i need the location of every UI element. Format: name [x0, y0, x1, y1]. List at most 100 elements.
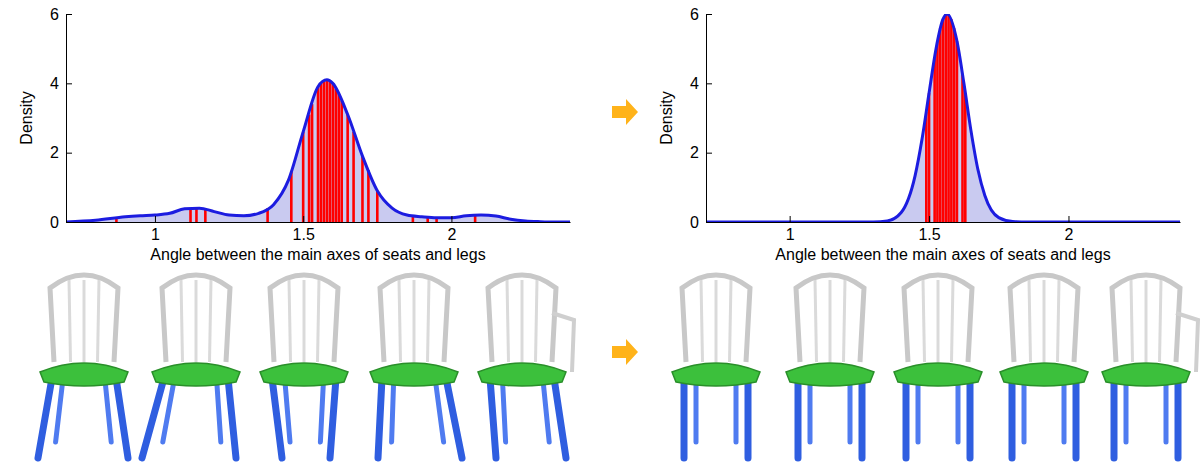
axis-line: [707, 222, 1181, 223]
chair-spindle: [98, 280, 100, 362]
tick-label: 4: [690, 75, 699, 92]
sample-line: [956, 41, 959, 222]
tick-label: 0: [50, 214, 59, 231]
chair-spindle: [937, 280, 940, 362]
chair-leg: [1111, 378, 1118, 458]
chair: [672, 275, 760, 458]
x-axis: 11.52: [707, 216, 1181, 243]
chair: [1000, 275, 1088, 458]
chair-leg: [859, 378, 866, 458]
tick: 0: [50, 214, 72, 231]
tick: 0: [690, 214, 712, 231]
chair-back: [904, 275, 972, 362]
chair-spindle: [428, 280, 430, 362]
chair-seat: [1102, 363, 1190, 386]
tick-mark: [66, 83, 72, 84]
chair-seat: [370, 363, 458, 386]
chair-leg: [967, 378, 974, 458]
tick-mark: [303, 216, 304, 222]
sample-line: [942, 19, 945, 222]
chair-spindle: [844, 280, 846, 362]
tick: 1: [786, 216, 795, 243]
sample-line: [925, 112, 928, 222]
chair-spindle: [181, 280, 183, 362]
chair-back: [1010, 275, 1078, 362]
chair-spindle: [701, 280, 703, 362]
sample-line: [361, 156, 364, 222]
density-fill: [66, 80, 570, 222]
tick: 2: [447, 216, 456, 243]
arrow: [612, 339, 638, 365]
chair-seat: [478, 363, 566, 386]
tick-label: 1: [786, 226, 795, 243]
chair-spindle: [1058, 280, 1060, 362]
chair: [370, 275, 462, 458]
axis-line: [66, 15, 67, 223]
sample-line: [367, 170, 370, 222]
sample-line: [320, 83, 323, 222]
tick: 1.5: [293, 216, 315, 243]
sample-line: [329, 81, 332, 222]
chair-back: [682, 275, 750, 362]
axis-line: [67, 222, 571, 223]
tick-label: 0: [690, 214, 699, 231]
chair-back: [50, 275, 118, 362]
chair-spindle: [1043, 280, 1046, 362]
sample-line: [340, 101, 343, 222]
y-axis-title: Density: [18, 91, 35, 144]
tick: 2: [690, 144, 712, 161]
sample-line: [961, 75, 964, 222]
sample-line: [302, 132, 305, 222]
chair-seat: [40, 363, 128, 386]
sample-line: [936, 41, 939, 222]
sample-line: [964, 93, 967, 222]
chair-seat: [1000, 363, 1088, 386]
tick: 4: [50, 75, 72, 92]
tick-mark: [66, 153, 72, 154]
chair-spindle: [730, 280, 732, 362]
chair-spindle: [1029, 280, 1031, 362]
chair-seat: [894, 363, 982, 386]
x-axis: 11.52: [67, 216, 571, 243]
tick-mark: [706, 14, 712, 15]
chair-spindle: [318, 280, 320, 362]
sample-line: [290, 172, 293, 222]
tick-label: 4: [50, 75, 59, 92]
chair-spindle: [289, 280, 291, 362]
sample-line: [326, 80, 329, 222]
tick-label: 2: [1065, 226, 1074, 243]
sample-line: [346, 115, 349, 222]
chair: [260, 275, 348, 458]
chair-arm: [552, 313, 574, 372]
chair-spindle: [1131, 280, 1133, 362]
axis-line: [706, 15, 707, 223]
chair-spindle: [1160, 280, 1162, 362]
chair-leg: [116, 378, 128, 458]
chair-spindle: [715, 280, 718, 362]
chair-leg: [1009, 378, 1016, 458]
tick: 6: [690, 6, 712, 23]
chair-leg: [903, 378, 910, 458]
sample-line: [947, 14, 950, 222]
chair-seat: [152, 363, 240, 386]
tick: 1.5: [918, 216, 940, 243]
tick: 2: [1065, 216, 1074, 243]
sample-line: [944, 14, 947, 222]
tick-mark: [66, 14, 72, 15]
chair-leg: [330, 378, 336, 458]
chair-back: [488, 275, 556, 362]
chair-back: [162, 275, 230, 362]
chair-seat: [672, 363, 760, 386]
y-axis: 0246: [50, 6, 72, 231]
tick-mark: [706, 83, 712, 84]
chair-leg: [142, 378, 164, 458]
chair: [38, 275, 128, 458]
sample-line: [334, 89, 337, 222]
sample-line: [950, 19, 953, 222]
x-axis-title: Angle between the main axes of seats and…: [775, 246, 1110, 263]
tick-mark: [451, 216, 452, 222]
arrow: [612, 99, 638, 125]
sample-line: [317, 87, 320, 222]
chair-leg: [446, 378, 462, 458]
chair-leg: [272, 378, 282, 458]
